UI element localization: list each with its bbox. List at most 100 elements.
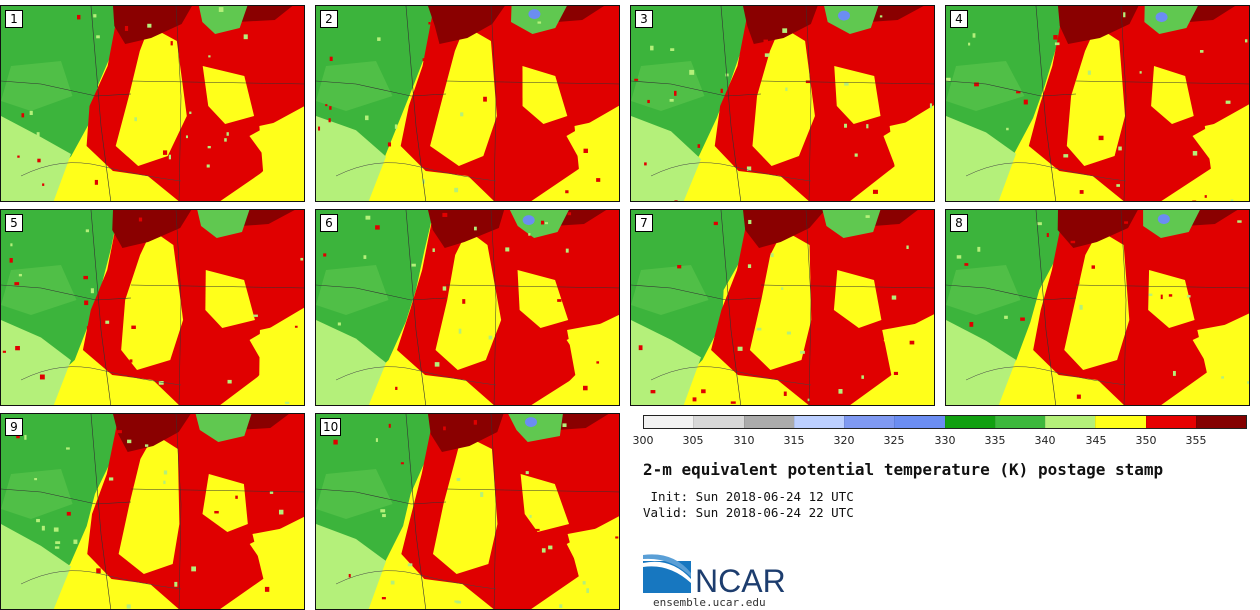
speckle [224, 138, 227, 142]
speckle [534, 528, 540, 531]
yellow-tongue [752, 26, 815, 166]
speckle [1199, 50, 1204, 53]
speckle [505, 247, 510, 252]
speckle [434, 362, 440, 367]
yellow-patch [517, 270, 569, 328]
speckle [189, 111, 192, 115]
speckle [1180, 380, 1184, 383]
speckle [278, 509, 284, 515]
speckle [17, 155, 20, 158]
speckle [1232, 270, 1238, 275]
speckle [37, 158, 41, 163]
yellow-patch [205, 270, 255, 328]
speckle [586, 588, 589, 593]
map-3 [631, 6, 934, 201]
green-patch [946, 61, 1025, 111]
speckle [432, 248, 435, 252]
speckle [273, 312, 277, 316]
speckle [537, 21, 542, 24]
speckle [689, 69, 695, 75]
speckle [1244, 39, 1248, 43]
speckle [838, 389, 843, 394]
green-north [1143, 210, 1200, 238]
speckle [619, 233, 620, 236]
speckle [42, 599, 47, 605]
state-border [175, 6, 182, 201]
yellow-tongue [435, 230, 502, 370]
dark-red-region [428, 414, 504, 452]
speckle [226, 132, 229, 136]
speckle [964, 263, 969, 266]
speckle [800, 350, 805, 354]
dark-red-region [428, 6, 505, 44]
speckle [1236, 269, 1241, 274]
yellow-patch [202, 474, 248, 532]
speckle [138, 217, 143, 222]
state-border [316, 80, 447, 97]
yellow-east [231, 524, 304, 609]
speckle [55, 541, 61, 544]
green-patch [1, 265, 77, 315]
light-green-region [946, 320, 1016, 405]
speckle [175, 371, 179, 376]
speckle [158, 381, 164, 385]
speckle [557, 299, 562, 302]
yellow-patch [522, 66, 568, 124]
init-time: Init: Sun 2018-06-24 12 UTC [643, 489, 854, 504]
speckle [810, 383, 814, 387]
speckle [770, 253, 774, 258]
speckle [865, 215, 870, 218]
speckle [544, 222, 549, 225]
speckle [253, 314, 258, 317]
speckle [1118, 146, 1122, 151]
member-label: 5 [5, 214, 23, 232]
speckle [206, 164, 210, 168]
speckle [741, 73, 745, 76]
state-border [1035, 6, 1057, 201]
speckle [861, 375, 864, 379]
river [965, 162, 1127, 182]
speckle [742, 361, 746, 366]
state-border [445, 284, 619, 289]
blue-spot [837, 10, 850, 21]
river [20, 162, 182, 182]
speckle [782, 28, 788, 33]
figure-title: 2-m equivalent potential temperature (K)… [643, 460, 1164, 479]
speckle [674, 90, 677, 96]
speckle [1079, 190, 1084, 194]
speckle [9, 258, 13, 263]
member-label: 10 [320, 418, 342, 436]
speckle [293, 272, 299, 277]
map-7 [631, 210, 934, 405]
speckle [1054, 42, 1060, 46]
state-border [1035, 210, 1057, 405]
speckle [1070, 240, 1076, 244]
stamp-panel-4: 4 [945, 5, 1250, 202]
speckle [483, 96, 487, 102]
speckle [1053, 35, 1058, 40]
colorbar-bin [1195, 416, 1246, 428]
speckle [2, 350, 6, 353]
state-border [946, 80, 1077, 97]
speckle [229, 566, 234, 571]
speckle [381, 597, 386, 600]
stamp-panel-9: 9 [0, 413, 305, 610]
speckle [240, 166, 245, 170]
dark-red-region [113, 6, 192, 44]
speckle [929, 103, 933, 109]
speckle [724, 330, 727, 333]
speckle [96, 35, 100, 39]
dark-red-region [743, 210, 825, 248]
river [335, 366, 497, 386]
colorbar-bin [944, 416, 995, 428]
speckle [786, 331, 791, 335]
speckle [159, 179, 163, 184]
state-border [405, 210, 427, 405]
state-border [316, 488, 447, 505]
state-border [1, 284, 132, 301]
state-border [175, 210, 182, 405]
speckle [112, 62, 118, 65]
speckle [21, 113, 25, 118]
speckle [422, 58, 425, 62]
member-label: 2 [320, 10, 338, 28]
